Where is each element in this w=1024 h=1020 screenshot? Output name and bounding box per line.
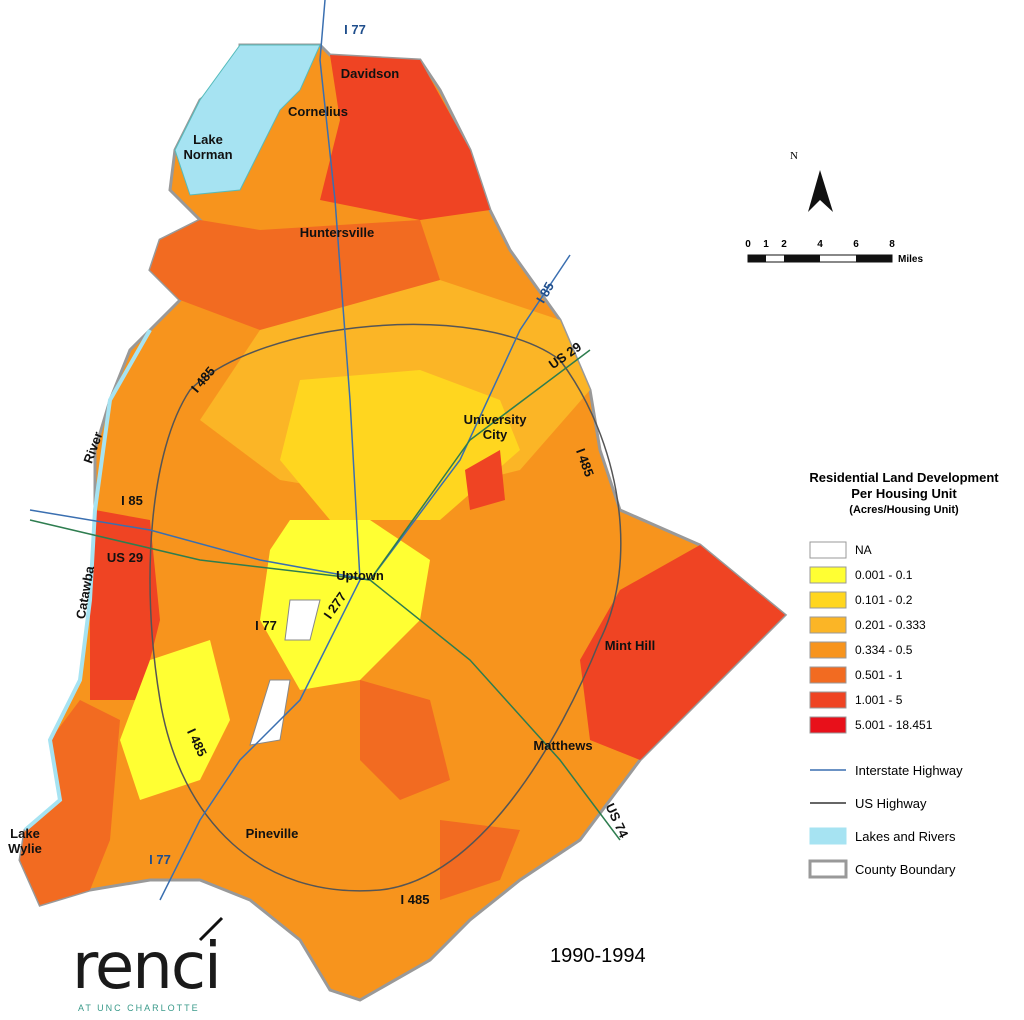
- place-label: University City: [463, 412, 527, 442]
- legend-label: County Boundary: [855, 862, 956, 877]
- north-label: N: [790, 150, 798, 162]
- legend-swatch: [809, 716, 847, 734]
- place-label: Huntersville: [299, 225, 375, 240]
- zone: [320, 55, 490, 220]
- legend-label: 5.001 - 18.451: [855, 718, 933, 732]
- zone: [90, 510, 160, 700]
- legend-label: US Highway: [855, 796, 927, 811]
- scale-tick-label: 6: [853, 239, 859, 250]
- place-label: Uptown: [336, 568, 384, 583]
- interstate: [159, 0, 361, 901]
- period: 1990-1994: [550, 945, 646, 967]
- place-label: Mint Hill: [604, 638, 656, 653]
- scale-segment: [748, 255, 766, 262]
- legend-swatch: [809, 541, 847, 559]
- scale-tick-label: 4: [817, 239, 823, 250]
- zone: [284, 599, 321, 641]
- legend-label: 0.101 - 0.2: [855, 593, 913, 607]
- zone: [465, 450, 505, 510]
- place-label: I 77: [344, 22, 366, 37]
- legend-label: 1.001 - 5: [855, 693, 903, 707]
- scale-segment: [856, 255, 892, 262]
- place-label: I 85: [121, 493, 143, 508]
- legend-swatch: [809, 591, 847, 609]
- zone: [249, 679, 291, 746]
- zone: [360, 680, 450, 800]
- scale-tick-label: 8: [889, 239, 895, 250]
- ring-road: [149, 323, 622, 892]
- place-label: I 485: [400, 892, 430, 907]
- legend-title-line: Residential Land Development: [809, 470, 999, 485]
- place-label: Cornelius: [288, 104, 348, 119]
- place-label: I 77: [149, 852, 171, 867]
- legend-swatch: [809, 616, 847, 634]
- scale-segment: [784, 255, 820, 262]
- legend-swatch: [809, 566, 847, 584]
- legend-label: 0.001 - 0.1: [855, 568, 913, 582]
- river: [23, 329, 152, 832]
- place-label: Matthews: [533, 738, 593, 753]
- legend: NA 0.001 - 0.1 0.101 - 0.2 0.201 - 0.333 0.3…: [808, 541, 963, 879]
- zone: [20, 700, 120, 905]
- zone: [260, 520, 430, 690]
- logo: renci: [72, 930, 222, 1004]
- scale-tick-label: 1: [763, 239, 769, 250]
- us-highway: [369, 579, 621, 841]
- place-label: Davidson: [340, 66, 400, 81]
- zone: [280, 370, 520, 520]
- legend-title-line: Per Housing Unit: [851, 486, 957, 501]
- legend-swatch: [808, 859, 848, 879]
- logo-tagline: AT UNC CHARLOTTE: [78, 1003, 200, 1013]
- place-label: I 77: [255, 618, 277, 633]
- legend-title-line: (Acres/Housing Unit): [849, 504, 959, 516]
- scale-tick-label: 2: [781, 239, 787, 250]
- place-label: Lake Norman: [183, 132, 233, 162]
- legend-swatch: [809, 691, 847, 709]
- lake: [174, 44, 321, 196]
- zone: [580, 545, 785, 760]
- legend-label: Lakes and Rivers: [855, 829, 956, 844]
- place-label: US 29: [106, 550, 144, 565]
- legend-label: 0.501 - 1: [855, 668, 903, 682]
- scale-unit: Miles: [898, 254, 923, 265]
- north-arrow: [808, 170, 833, 212]
- zone: [440, 820, 520, 900]
- legend-label: NA: [855, 543, 872, 557]
- scale-tick-label: 0: [745, 239, 751, 250]
- place-label: Pineville: [245, 826, 299, 841]
- legend-title: Residential Land Development Per Housing…: [784, 470, 1024, 518]
- logo-mark: [198, 916, 224, 942]
- legend-swatch: [809, 641, 847, 659]
- legend-label: 0.201 - 0.333: [855, 618, 926, 632]
- place-label: Lake Wylie: [8, 826, 42, 856]
- legend-swatch: [809, 827, 847, 845]
- zone: [120, 640, 230, 800]
- legend-swatch: [809, 666, 847, 684]
- legend-label: 0.334 - 0.5: [855, 643, 913, 657]
- legend-label: Interstate Highway: [855, 763, 963, 778]
